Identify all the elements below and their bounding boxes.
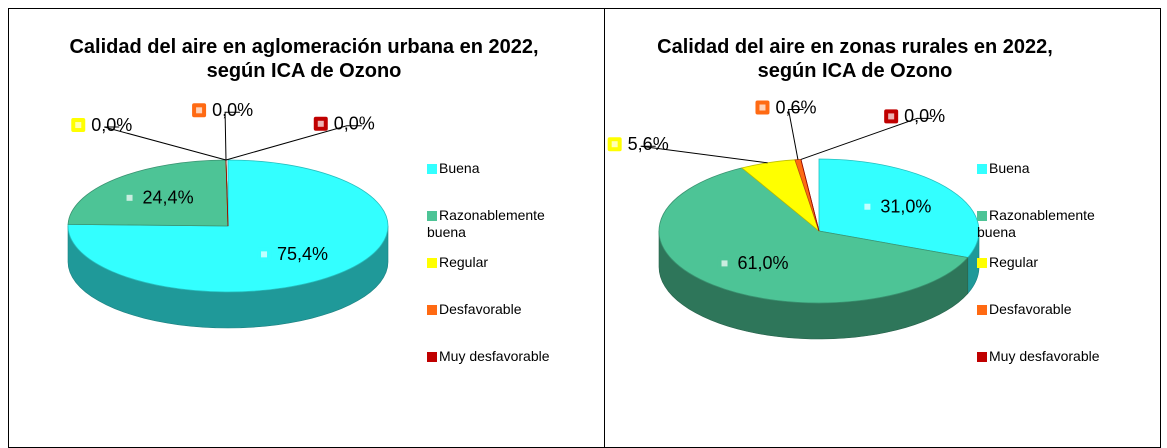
legend-item: Muy desfavorable [427,348,577,365]
data-label: 0,0% [91,115,132,135]
legend-item: Buena [427,160,577,177]
legend-swatch [427,258,437,268]
legend-swatch [427,305,437,315]
leader-line [800,117,933,160]
chart-title: Calidad del aire en aglomeración urbana … [69,36,539,82]
label-swatch-inner [759,104,766,111]
label-swatch-inner [721,260,728,267]
label-swatch-inner [888,113,895,120]
leader-line [787,109,804,160]
label-swatch-inner [196,107,203,114]
legend-label: Regular [989,254,1039,270]
legend-item: Desfavorable [427,301,577,318]
legend-label: Muy desfavorable [439,348,550,364]
label-swatch-inner [126,194,133,201]
data-label: 0,0% [904,106,945,126]
chart-title: Calidad del aire en zonas rurales en 202… [657,36,1053,82]
legend-swatch [427,164,437,174]
legend-swatch [977,352,987,362]
legend-swatch [427,211,437,221]
legend-item: Regular [977,254,1127,271]
data-label: 0,6% [775,97,816,117]
legend-item: Razonablemente buena [427,207,557,241]
legend-label: Buena [439,160,480,176]
chart-panel: Calidad del aire en aglomeración urbana … [8,8,605,448]
label-swatch-inner [75,122,82,129]
legend-swatch [427,352,437,362]
legend-item: Regular [427,254,577,271]
legend-label: Muy desfavorable [989,348,1100,364]
data-label: 61,0% [738,253,789,273]
chart-panel: Calidad del aire en zonas rurales en 202… [604,8,1161,448]
legend-label: Desfavorable [439,301,522,317]
legend-swatch [977,164,987,174]
legend-swatch [977,211,987,221]
legend-label: Razonablemente buena [977,207,1095,240]
legend-item: Desfavorable [977,301,1127,318]
data-label: 0,0% [212,100,253,120]
leader-line [640,145,768,164]
label-swatch-inner [261,251,268,258]
legend-item: Muy desfavorable [977,348,1127,365]
data-label: 31,0% [880,196,931,216]
leader-line [104,126,227,161]
label-swatch-inner [317,120,324,127]
legend-swatch [977,258,987,268]
legend-label: Razonablemente buena [427,207,545,240]
label-swatch-inner [864,203,871,210]
pie-top [658,158,980,304]
data-label: 75,4% [277,244,328,264]
chart: 75,4% 24,4% 0,0% 0,0% 0,0% [67,100,389,329]
slice [658,167,969,304]
label-swatch-inner [611,141,618,148]
leader-line [224,111,241,161]
page: Calidad del aire en aglomeración urbana … [8,8,1161,448]
legend-label: Desfavorable [989,301,1072,317]
legend-label: Regular [439,254,489,270]
legend-item: Buena [977,160,1127,177]
slice [67,159,229,227]
pie-top [67,159,389,293]
leader-line [225,125,362,161]
legend-label: Buena [989,160,1030,176]
slice [818,158,980,258]
legend-item: Razonablemente buena [977,207,1107,241]
chart: 31,0% 61,0% 5,6% 0,6% 0,0% [607,97,980,340]
data-label: 0,0% [334,114,375,134]
data-label: 5,6% [628,134,669,154]
legend-swatch [977,305,987,315]
data-label: 24,4% [143,188,194,208]
